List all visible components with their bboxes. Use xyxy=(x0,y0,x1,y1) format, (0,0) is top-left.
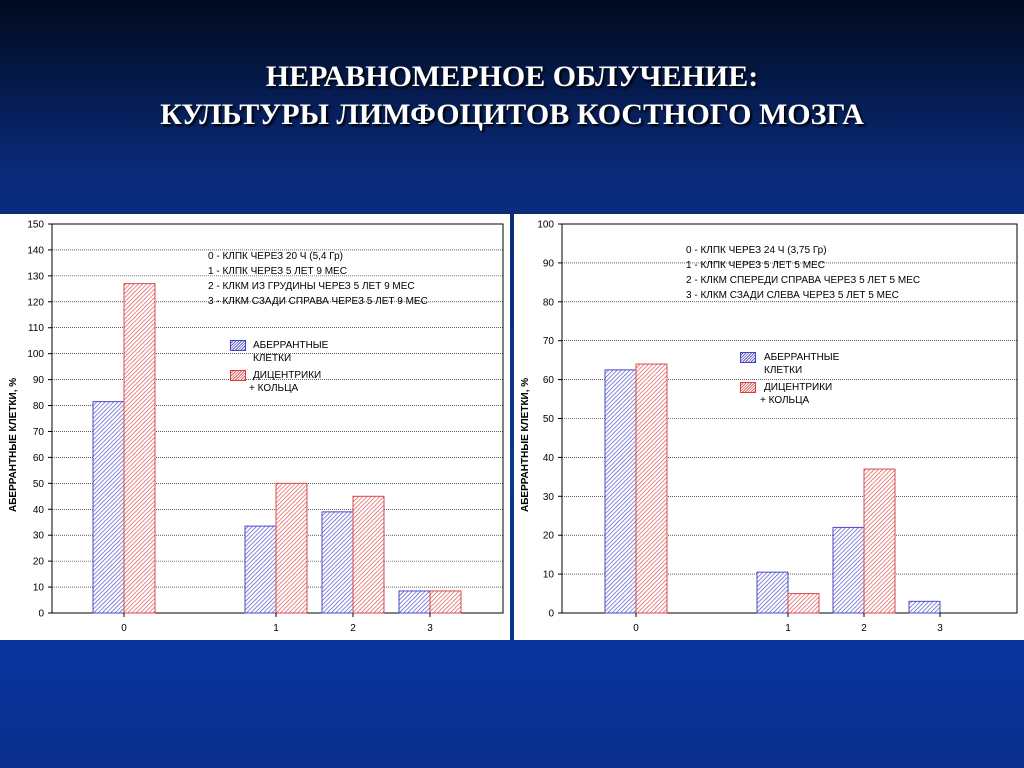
x-tick-label: 3 xyxy=(937,623,943,634)
y-tick-label: 30 xyxy=(543,492,555,503)
bar-aberrant-1 xyxy=(244,525,277,614)
y-tick-label: 150 xyxy=(27,220,44,231)
bar-aberrant-1 xyxy=(756,571,789,614)
y-tick-label: 110 xyxy=(28,323,44,334)
bar-aberrant-2 xyxy=(321,511,354,614)
y-tick-label: 10 xyxy=(33,583,45,594)
annotation-line: 1 - КЛПК ЧЕРЕЗ 5 ЛЕТ 9 МЕС xyxy=(208,266,347,277)
legend-text: АБЕРРАНТНЫЕ xyxy=(253,340,329,351)
bar-dicentrics-2 xyxy=(352,495,385,614)
annotation-line: 3 - КЛКМ СЗАДИ СПРАВА ЧЕРЕЗ 5 ЛЕТ 9 МЕС xyxy=(208,296,428,307)
bar-aberrant-0 xyxy=(92,401,125,614)
legend-label-aberrant: АБЕРРАНТНЫЕ КЛЕТКИ xyxy=(764,351,839,377)
legend-text: + КОЛЬЦА xyxy=(760,395,810,406)
title-line-2: КУЛЬТУРЫ ЛИМФОЦИТОВ КОСТНОГО МОЗГА xyxy=(160,98,864,131)
y-tick-label: 90 xyxy=(33,375,45,386)
y-tick-label: 40 xyxy=(543,453,555,464)
chart-left-svg: 0 10 20 30 40 50 60 70 80 90 100 110 120 130 140 150 0 1 2… xyxy=(27,220,504,634)
x-tick-label: 3 xyxy=(427,623,433,634)
bar-dicentrics-1 xyxy=(787,593,820,614)
y-axis-label-left: АБЕРРАНТНЫЕ КЛЕТКИ, % xyxy=(8,377,19,512)
chart-annotation-right: 0 - КЛПК ЧЕРЕЗ 24 Ч (3,75 Гр) 1 - КЛПК Ч… xyxy=(686,243,920,303)
y-tick-label: 0 xyxy=(38,609,44,620)
y-axis-label-right: АБЕРРАНТНЫЕ КЛЕТКИ, % xyxy=(520,377,531,512)
y-tick-label: 100 xyxy=(537,220,554,231)
bar-aberrant-2 xyxy=(832,526,865,614)
x-tick-label: 1 xyxy=(273,623,279,634)
bar-aberrant-0 xyxy=(604,369,637,614)
legend-swatch-aberrant xyxy=(740,352,756,363)
y-tick-label: 120 xyxy=(27,297,44,308)
annotation-line: 0 - КЛПК ЧЕРЕЗ 24 Ч (3,75 Гр) xyxy=(686,245,827,256)
slide-title: НЕРАВНОМЕРНОЕ ОБЛУЧЕНИЕ: КУЛЬТУРЫ ЛИМФОЦ… xyxy=(0,58,1024,134)
y-tick-label: 50 xyxy=(33,479,45,490)
x-tick-label: 2 xyxy=(861,623,867,634)
bar-aberrant-3 xyxy=(398,590,431,614)
y-tick-label: 30 xyxy=(33,531,45,542)
chart-panel-right: 0 10 20 30 40 50 60 70 80 90 100 0 1 2 3 АБЕРРАНТНЫЕ К… xyxy=(514,214,1024,640)
y-tick-label: 70 xyxy=(543,336,555,347)
legend-text: КЛЕТКИ xyxy=(764,365,803,376)
y-tick-label: 50 xyxy=(543,414,555,425)
bar-aberrant-3 xyxy=(908,600,941,614)
y-tick-label: 20 xyxy=(33,557,45,568)
y-tick-label: 130 xyxy=(27,271,44,282)
x-tick-label: 0 xyxy=(633,623,639,634)
chart-right-svg: 0 10 20 30 40 50 60 70 80 90 100 0 1 2 3 xyxy=(537,220,1018,634)
title-line-1: НЕРАВНОМЕРНОЕ ОБЛУЧЕНИЕ: xyxy=(265,60,759,93)
y-tick-label: 90 xyxy=(543,258,555,269)
y-tick-label: 100 xyxy=(27,349,44,360)
chart-panel-left: 0 10 20 30 40 50 60 70 80 90 100 110 120 130 140 150 0 1 2… xyxy=(0,214,510,640)
slide-bottom-band xyxy=(0,640,1024,768)
legend-label-aberrant: АБЕРРАНТНЫЕ КЛЕТКИ xyxy=(253,339,328,365)
y-tick-label: 60 xyxy=(543,375,555,386)
legend-swatch-dicentrics xyxy=(740,382,756,393)
legend-text: КЛЕТКИ xyxy=(253,353,292,364)
annotation-line: 2 - КЛКМ ИЗ ГРУДИНЫ ЧЕРЕЗ 5 ЛЕТ 9 МЕС xyxy=(208,281,415,292)
annotation-line: 0 - КЛПК ЧЕРЕЗ 20 Ч (5,4 Гр) xyxy=(208,251,343,262)
bar-dicentrics-0 xyxy=(635,363,668,614)
legend-swatch-dicentrics xyxy=(230,370,246,381)
bar-dicentrics-0 xyxy=(123,283,156,614)
legend-text: + КОЛЬЦА xyxy=(249,383,299,394)
legend-text: ДИЦЕНТРИКИ xyxy=(764,382,833,393)
y-tick-label: 10 xyxy=(543,570,555,581)
y-tick-label: 80 xyxy=(33,401,45,412)
legend-label-dicentrics: ДИЦЕНТРИКИ + КОЛЬЦА xyxy=(249,369,322,395)
legend-text: АБЕРРАНТНЫЕ xyxy=(764,352,840,363)
x-tick-label: 2 xyxy=(350,623,356,634)
annotation-line: 2 - КЛКМ СПЕРЕДИ СПРАВА ЧЕРЕЗ 5 ЛЕТ 5 МЕ… xyxy=(686,275,921,286)
bar-dicentrics-3 xyxy=(429,590,462,614)
annotation-line: 3 - КЛКМ СЗАДИ СЛЕВА ЧЕРЕЗ 5 ЛЕТ 5 МЕС xyxy=(686,290,899,301)
bar-dicentrics-2 xyxy=(863,468,896,614)
y-tick-label: 40 xyxy=(33,505,45,516)
x-tick-label: 1 xyxy=(785,623,791,634)
y-tick-label: 70 xyxy=(33,427,45,438)
legend-text: ДИЦЕНТРИКИ xyxy=(253,370,322,381)
chart-annotation-left: 0 - КЛПК ЧЕРЕЗ 20 Ч (5,4 Гр) 1 - КЛПК ЧЕ… xyxy=(208,249,428,309)
y-tick-label: 140 xyxy=(27,245,44,256)
y-tick-label: 80 xyxy=(543,297,555,308)
bar-dicentrics-1 xyxy=(275,482,308,614)
legend-swatch-aberrant xyxy=(230,340,246,351)
y-tick-label: 0 xyxy=(548,609,554,620)
x-tick-label: 0 xyxy=(121,623,127,634)
legend-label-dicentrics: ДИЦЕНТРИКИ + КОЛЬЦА xyxy=(760,381,833,407)
y-tick-label: 20 xyxy=(543,531,555,542)
annotation-line: 1 - КЛПК ЧЕРЕЗ 5 ЛЕТ 5 МЕС xyxy=(686,260,825,271)
y-tick-label: 60 xyxy=(33,453,45,464)
